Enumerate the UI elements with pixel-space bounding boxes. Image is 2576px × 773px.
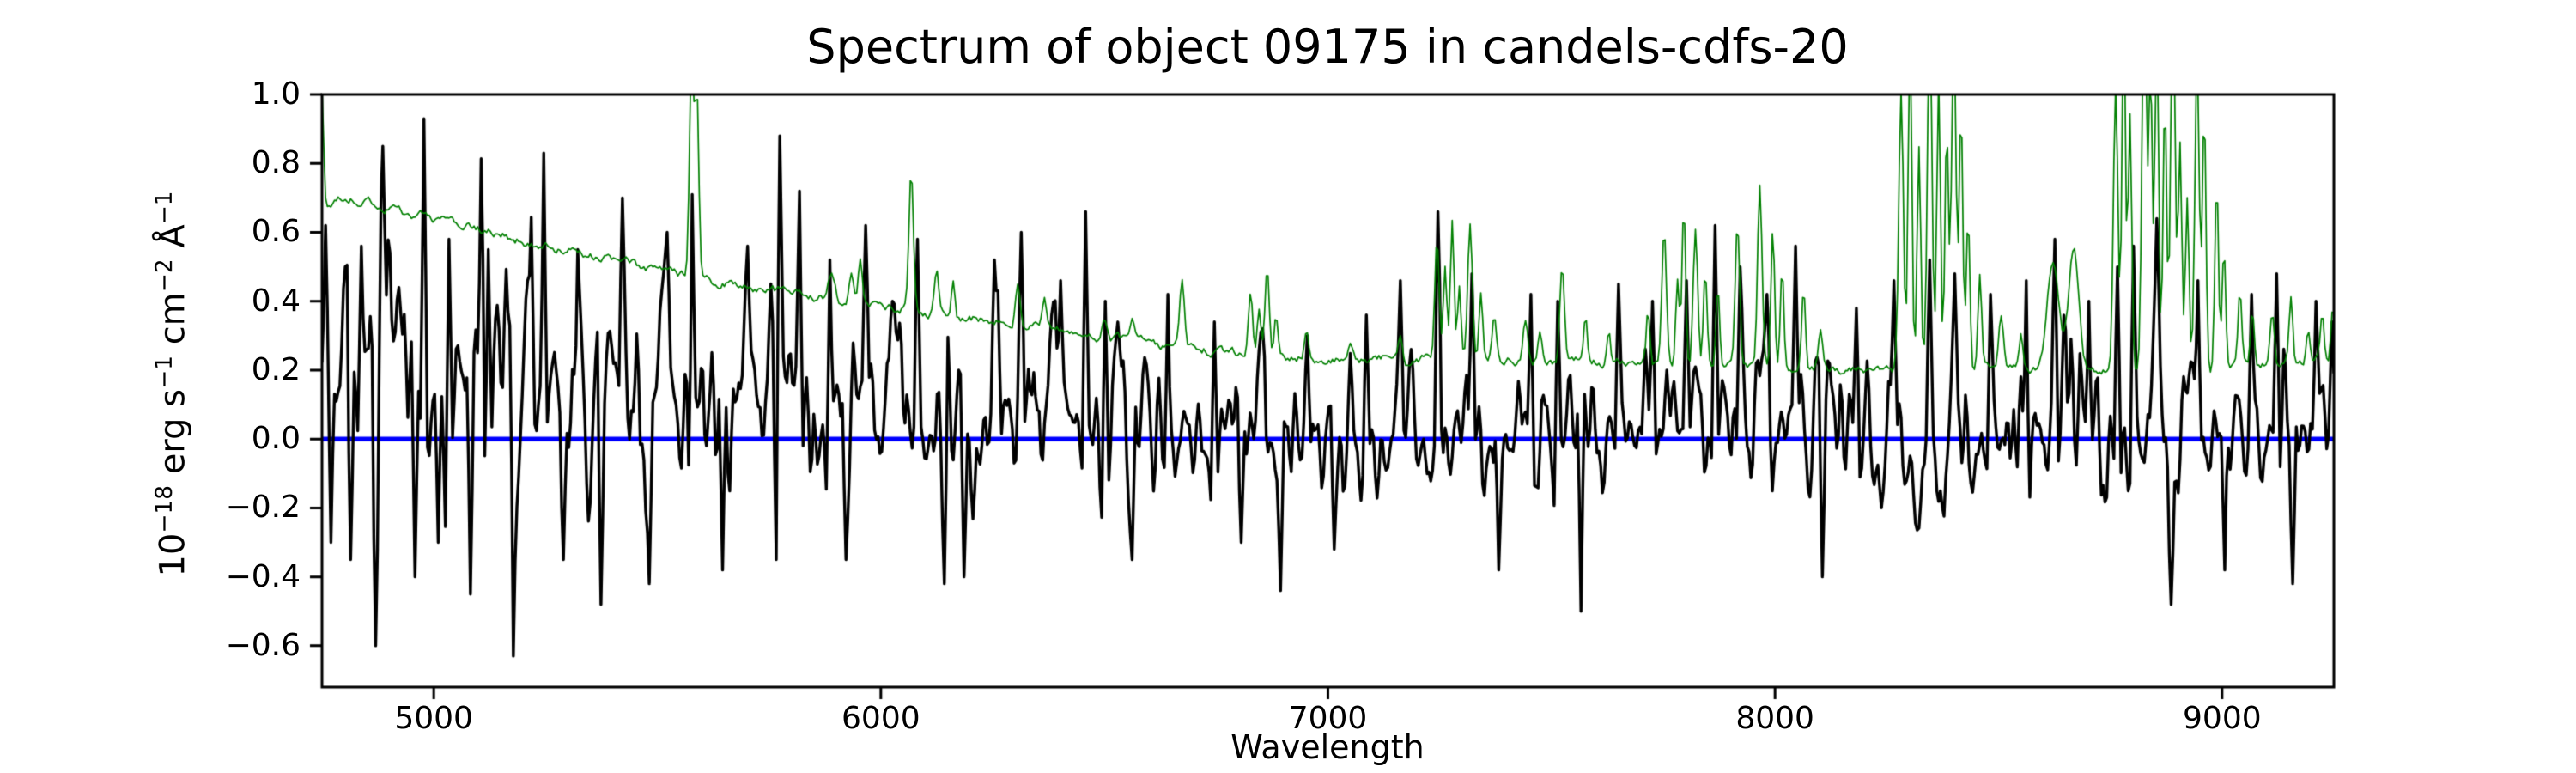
y-tick-label: 0.0: [251, 421, 301, 457]
y-tick-label: −0.4: [225, 558, 301, 594]
x-tick-label: 9000: [2183, 701, 2262, 736]
y-tick-label: −0.6: [225, 627, 301, 663]
y-tick-label: −0.2: [225, 490, 301, 526]
plot-title: Spectrum of object 09175 in candels-cdfs…: [806, 20, 1849, 74]
y-tick-label: 0.6: [251, 214, 301, 250]
x-axis-label: Wavelength: [1230, 728, 1425, 766]
y-tick-label: 1.0: [251, 76, 301, 113]
x-tick-label: 7000: [1288, 701, 1368, 736]
y-tick-label: 0.2: [251, 352, 301, 388]
y-tick-label: 0.4: [251, 283, 301, 319]
x-tick-label: 8000: [1735, 701, 1814, 736]
x-tick-label: 6000: [841, 701, 920, 736]
x-tick-label: 5000: [394, 701, 473, 736]
y-tick-label: 0.8: [251, 145, 301, 181]
